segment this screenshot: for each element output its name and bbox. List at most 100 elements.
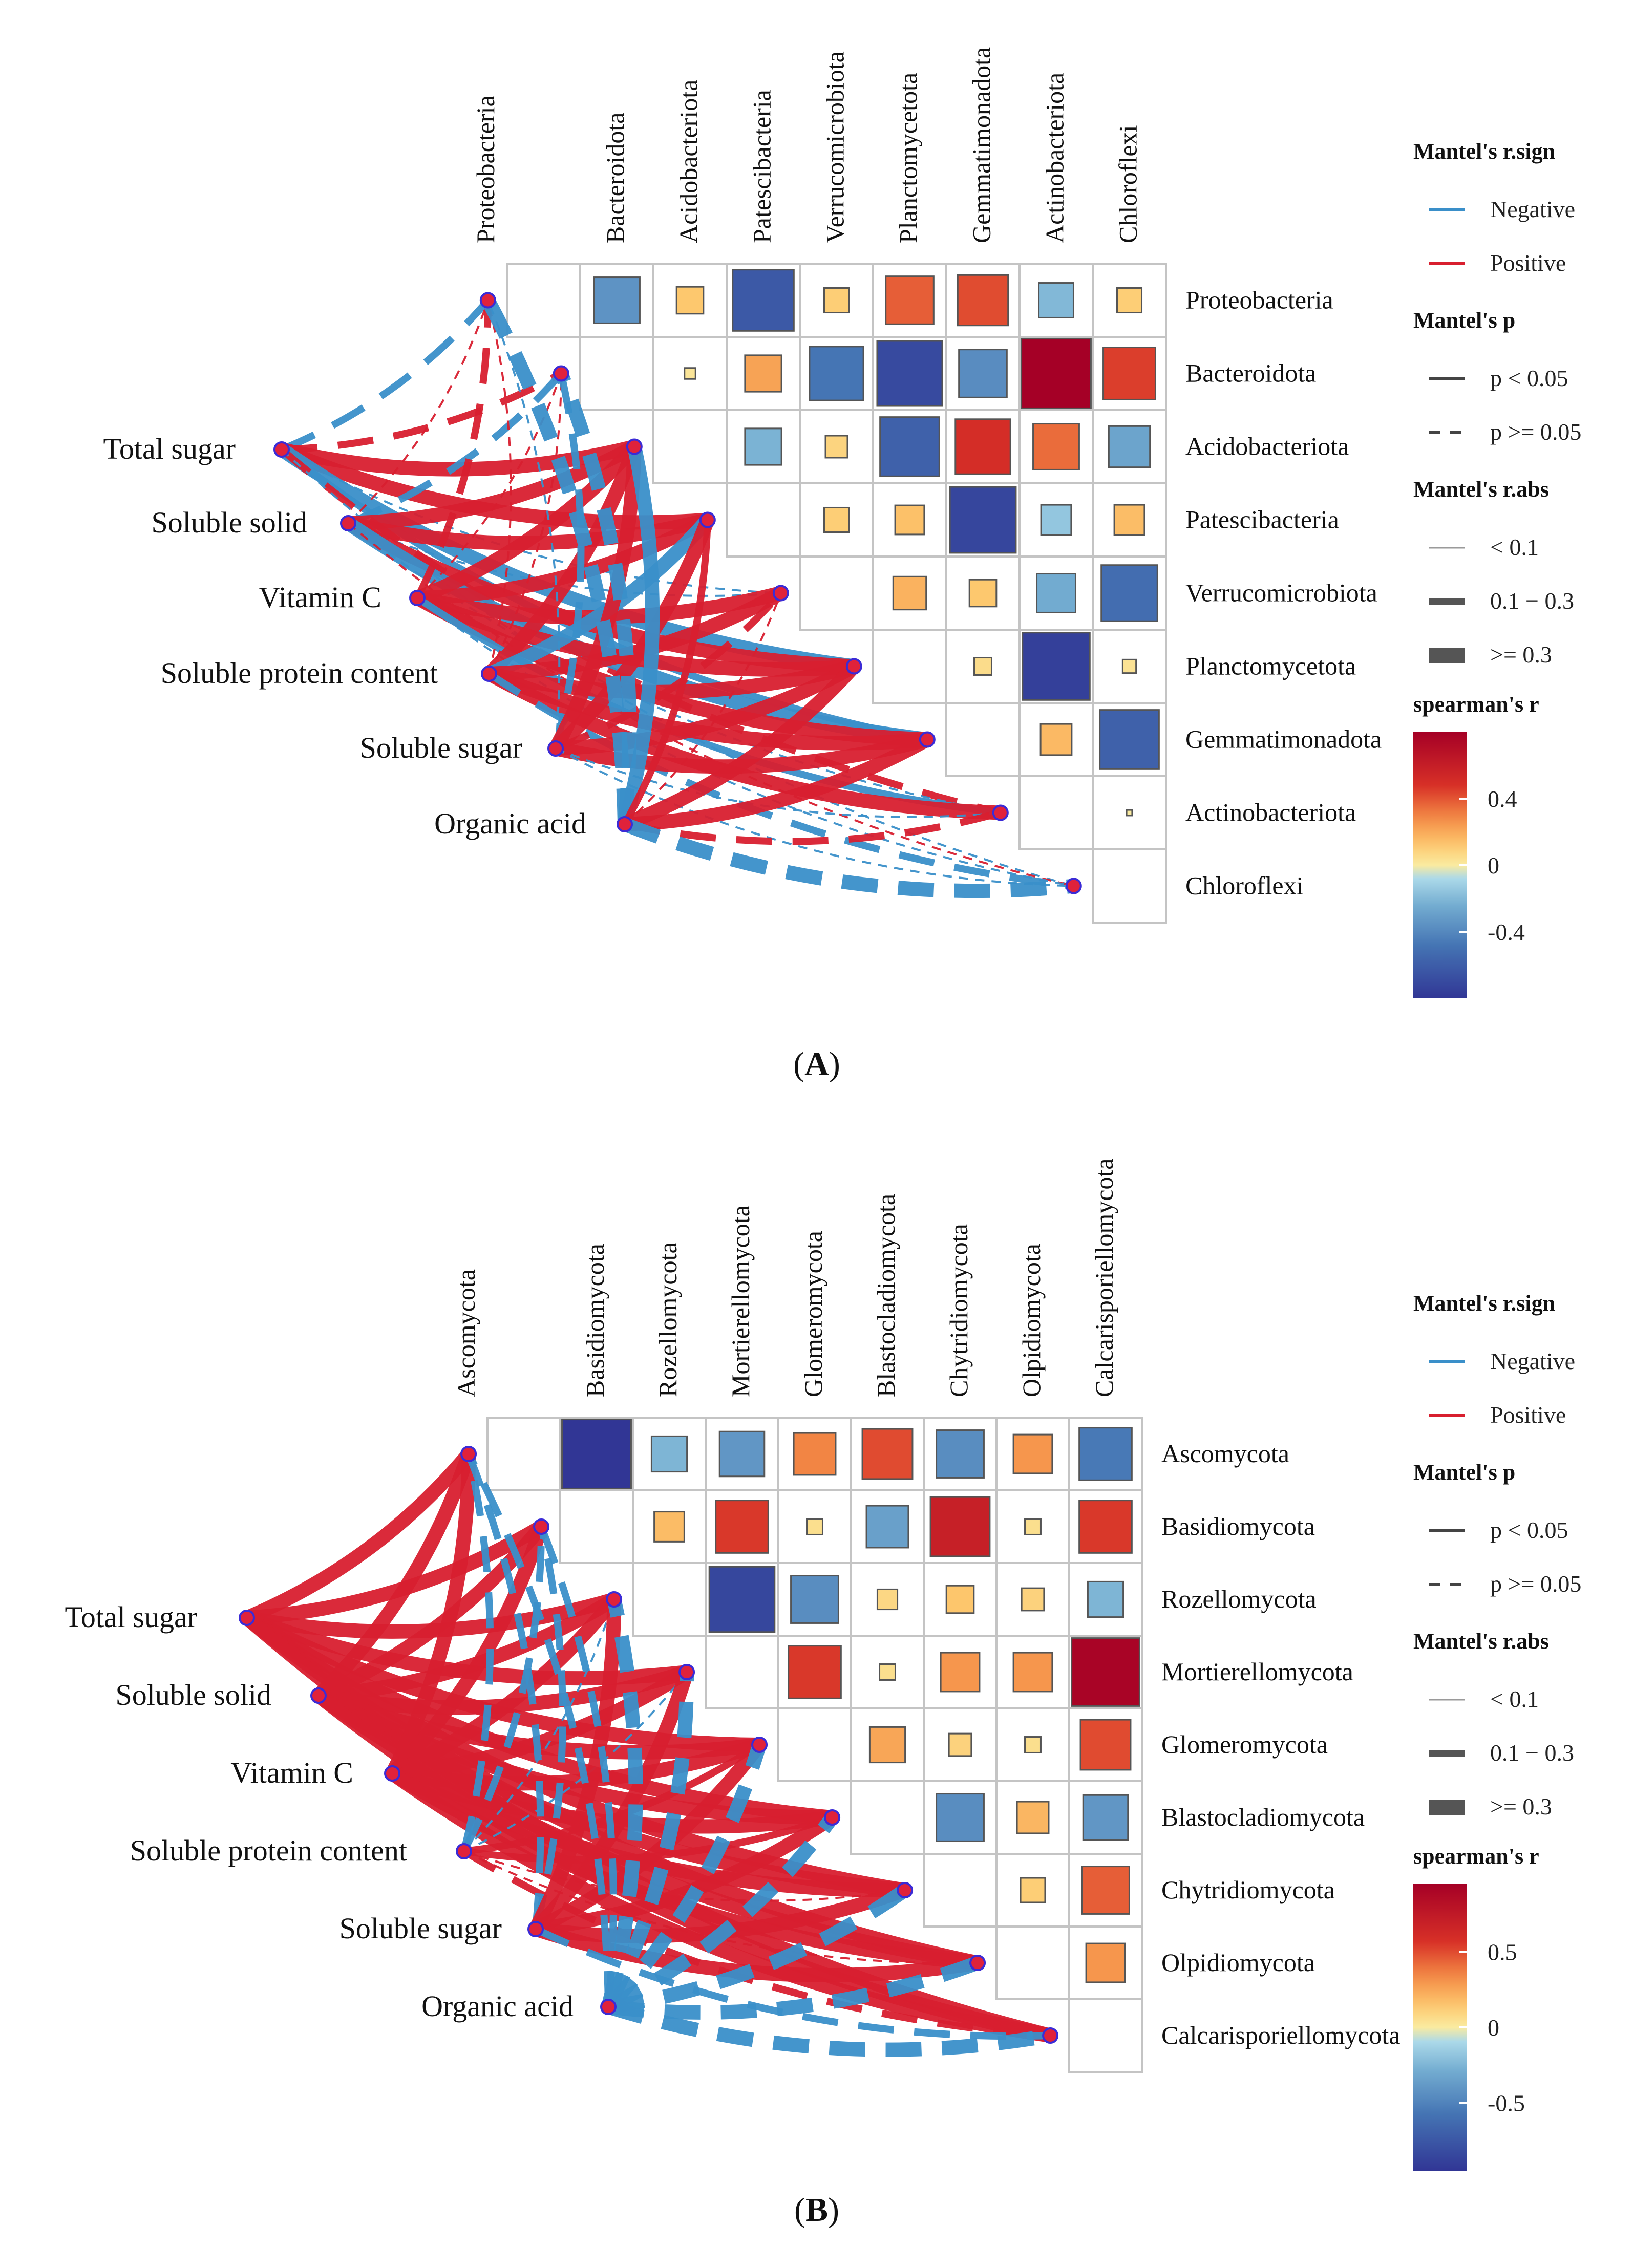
mantel-edge	[606, 2000, 1052, 2057]
legend-p-ns: p >= 0.05	[1490, 1571, 1581, 1597]
corr-square	[1016, 1801, 1050, 1834]
mantel-edge	[624, 809, 1002, 845]
taxon-node	[969, 1955, 986, 1971]
corr-square	[879, 416, 940, 477]
corr-square	[1039, 723, 1073, 756]
corr-square	[973, 657, 992, 676]
taxon-node	[824, 1809, 841, 1826]
column-label: Actinobacteriota	[1041, 73, 1069, 243]
corr-square	[1121, 658, 1137, 674]
row-label: Bacteroidota	[1185, 359, 1316, 388]
mantel-edge	[313, 1451, 476, 1701]
legend-positive: Positive	[1490, 1402, 1566, 1428]
legend-positive: Positive	[1490, 250, 1566, 276]
row-label: Patescibacteria	[1185, 505, 1339, 534]
env-node	[273, 441, 290, 458]
taxon-node	[678, 1664, 695, 1680]
mantel-edge	[391, 1666, 691, 1781]
corr-square	[809, 346, 864, 401]
grid-cell	[579, 336, 654, 411]
taxon-node	[479, 292, 496, 309]
mantel-edge	[347, 522, 1074, 887]
mantel-edge	[387, 1524, 548, 1779]
legend-sign-title: Mantel's r.sign	[1413, 1291, 1555, 1316]
mantel-edge	[622, 661, 860, 831]
row-labels: Proteobacteria Bacteroidota Acidobacteriot…	[1185, 286, 1382, 900]
env-label: Soluble sugar	[339, 1912, 502, 1945]
mantel-edge	[484, 444, 642, 679]
mantel-edge	[487, 671, 1074, 890]
mantel-edge	[624, 733, 931, 831]
grid-cell	[705, 1635, 779, 1709]
column-labels: Proteobacteria Bacteroidota Acidobacteriot…	[471, 47, 1142, 243]
colorbar-tick-label: 0.5	[1488, 1939, 1517, 1965]
grid-cell	[995, 1925, 1070, 2000]
column-labels: Ascomycota Basidiomycota Rozellomycota Mort…	[452, 1158, 1118, 1397]
taxon-node	[897, 1882, 914, 1898]
grid-cell	[559, 1489, 634, 1564]
corr-square	[593, 276, 641, 324]
caption-letter: B	[805, 2191, 828, 2229]
corr-square	[1024, 1736, 1042, 1753]
legend-abs-1: < 0.1	[1490, 534, 1539, 560]
corr-square	[936, 1429, 985, 1479]
column-label: Basidiomycota	[581, 1244, 609, 1397]
row-label: Glomeromycota	[1161, 1730, 1328, 1759]
row-label: Planctomycetota	[1185, 652, 1356, 680]
column-label: Chloroflexi	[1114, 125, 1142, 243]
row-labels: Ascomycota Basidiomycota Rozellomycota Mort…	[1161, 1439, 1400, 2049]
taxon-node	[533, 1518, 550, 1535]
legend-abs-title: Mantel's r.abs	[1413, 1629, 1549, 1654]
corr-square	[954, 418, 1011, 475]
env-labels: Total sugar Soluble solid Vitamin C Soluble…	[103, 432, 586, 840]
mantel-edge	[607, 1956, 980, 2020]
corr-square	[1071, 1637, 1140, 1707]
row-label: Chytridiomycota	[1161, 1875, 1335, 1904]
caption-paren-open: (	[794, 2191, 805, 2229]
corr-square	[868, 1726, 906, 1764]
colorbar-tick-label: 0.4	[1488, 786, 1517, 812]
legend-abs-3: >= 0.3	[1490, 1793, 1552, 1820]
corr-square	[790, 1575, 839, 1624]
legend-p-sig: p < 0.05	[1490, 365, 1568, 391]
corr-square	[865, 1505, 909, 1549]
mantel-edge	[347, 522, 1001, 814]
mantel-edge	[529, 1599, 622, 1933]
env-label: Soluble solid	[115, 1678, 271, 1711]
corr-square	[675, 286, 705, 315]
mantel-edge	[347, 371, 564, 527]
colorbar	[1413, 732, 1467, 998]
grid-cell	[1018, 775, 1094, 850]
legend-sign-title: Mantel's r.sign	[1413, 139, 1555, 164]
taxon-node	[1042, 2027, 1059, 2044]
taxon-node	[1065, 878, 1082, 894]
env-label: Vitamin C	[259, 581, 381, 614]
grid-cell	[652, 409, 728, 484]
grid-cell	[923, 1853, 998, 1928]
corr-square	[1108, 425, 1151, 468]
corr-square	[1012, 1652, 1053, 1693]
nodes	[239, 1446, 1059, 2044]
corr-square	[1100, 564, 1158, 622]
corr-square	[1078, 1427, 1133, 1481]
taxon-node	[553, 365, 569, 382]
corr-square	[732, 269, 795, 332]
legend-negative: Negative	[1490, 196, 1575, 222]
column-label: Rozellomycota	[653, 1242, 682, 1397]
mantel-edge	[555, 747, 1074, 887]
corr-square	[823, 506, 850, 533]
mantel-edge	[386, 1453, 476, 1777]
mantel-edge	[347, 299, 489, 524]
env-node	[239, 1610, 255, 1626]
legend-cbar-title: spearman's r	[1413, 692, 1539, 717]
mantel-edge	[488, 373, 562, 674]
corr-square	[1024, 1518, 1042, 1535]
mantel-edge	[538, 1525, 617, 2007]
corr-square	[684, 367, 696, 380]
column-label: Planctomycetota	[894, 73, 923, 243]
env-node	[384, 1765, 400, 1782]
corr-square	[1085, 1942, 1126, 1983]
column-label: Ascomycota	[452, 1269, 480, 1397]
legend-p-sig: p < 0.05	[1490, 1517, 1568, 1543]
